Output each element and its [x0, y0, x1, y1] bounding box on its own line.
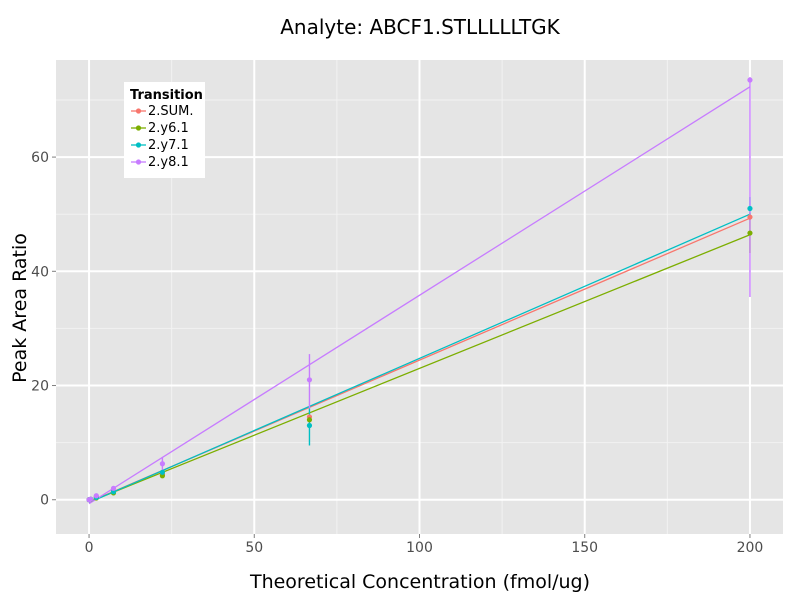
y-tick-label: 60	[31, 150, 49, 166]
fit-line	[88, 234, 751, 503]
legend-title: Transition	[130, 88, 203, 103]
y-tick-label: 0	[40, 493, 49, 509]
data-point	[306, 417, 313, 423]
data-point	[93, 493, 99, 499]
y-tick-label: 40	[31, 264, 49, 280]
x-tick-label: 200	[737, 540, 764, 556]
y-axis-title: Peak Area Ratio	[9, 233, 31, 383]
legend-label: 2.y8.1	[148, 155, 189, 170]
data-point	[306, 422, 313, 429]
x-axis-title: Theoretical Concentration (fmol/ug)	[249, 571, 590, 593]
chart-title: Analyte: ABCF1.STLLLLLTGK	[280, 15, 560, 39]
fit-line	[88, 86, 751, 505]
x-tick-label: 150	[571, 540, 598, 556]
data-point	[747, 230, 753, 236]
data-point	[306, 377, 313, 383]
x-axis-ticks: 0 50 100 150 200	[85, 534, 764, 556]
legend-label: 2.y6.1	[148, 121, 189, 136]
data-point	[159, 461, 166, 467]
legend-items: 2.SUM. 2.y6.1 2.y7.1 2.y8.1	[131, 104, 194, 170]
data-point	[88, 496, 94, 502]
x-tick-label: 0	[85, 540, 94, 556]
legend-key-point	[135, 125, 142, 131]
data-point	[159, 469, 166, 475]
y-axis-ticks: 0 20 40 60	[31, 150, 56, 509]
legend-key-point	[135, 159, 142, 165]
fit-lines	[88, 86, 751, 505]
data-point	[747, 214, 753, 220]
x-tick-label: 50	[245, 540, 263, 556]
legend-label: 2.y7.1	[148, 138, 189, 153]
data-point	[747, 77, 753, 83]
legend-label: 2.SUM.	[148, 104, 194, 119]
legend-key-point	[135, 142, 142, 148]
fit-line	[88, 213, 751, 504]
data-point	[747, 205, 753, 212]
y-tick-label: 20	[31, 379, 49, 395]
x-tick-label: 100	[406, 540, 433, 556]
data-points	[86, 77, 753, 503]
data-point	[110, 485, 117, 491]
legend-key-point	[135, 108, 142, 114]
legend: Transition 2.SUM. 2.y6.1 2.y7.1 2.y8.1	[124, 82, 205, 178]
